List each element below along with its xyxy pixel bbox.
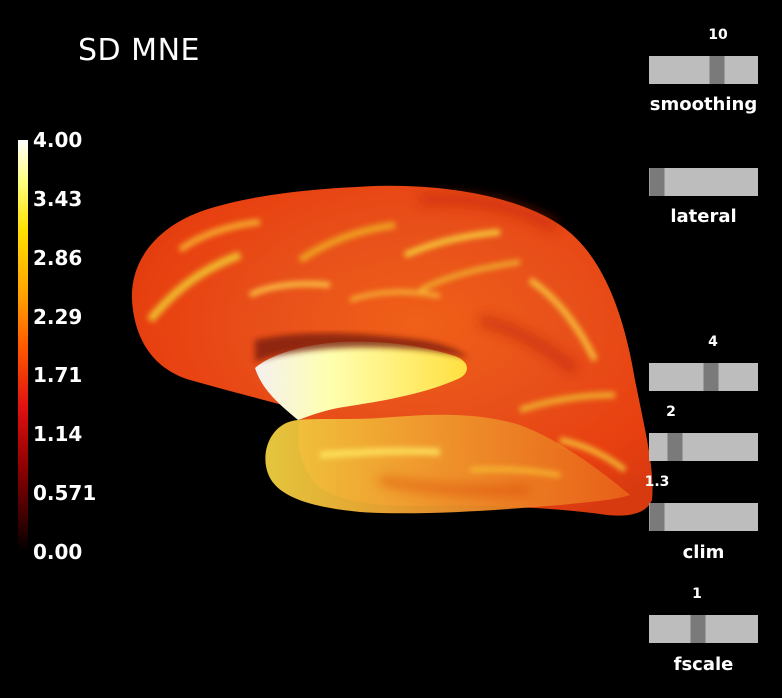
colorbar-tick-label: 3.43 [33, 186, 83, 211]
smoothing-label: smoothing [649, 94, 758, 115]
clim-mid-slider-handle[interactable] [667, 433, 683, 461]
smoothing-value: 10 [708, 27, 728, 43]
plot-title: SD MNE [78, 33, 200, 68]
colorbar-tick-label: 0.571 [33, 481, 97, 506]
colorbar-tick-label: 0.00 [33, 540, 83, 564]
colorbar-tick-label: 4.00 [33, 128, 83, 152]
colorbar-tick-label: 2.86 [33, 245, 83, 270]
fscale-label: fscale [673, 654, 734, 675]
clim-high-slider-handle[interactable] [703, 363, 719, 391]
lateral-slider-handle[interactable] [649, 168, 664, 196]
smoothing-slider-handle[interactable] [709, 56, 725, 84]
clim-label: clim [682, 542, 725, 563]
clim-low-value: 1.3 [644, 474, 670, 490]
insula [255, 341, 467, 420]
clim-mid-value: 2 [666, 404, 676, 420]
clim-high-slider-track[interactable] [649, 363, 758, 391]
colorbar-tick-label: 1.14 [33, 422, 83, 447]
clim-high-value: 4 [708, 334, 718, 350]
fscale-slider-track[interactable] [649, 615, 758, 643]
fscale-slider-handle[interactable] [690, 615, 706, 643]
fscale-value: 1 [692, 586, 702, 602]
colorbar-tick-label: 2.29 [33, 304, 83, 329]
clim-low-slider-track[interactable] [649, 503, 758, 531]
clim-low-slider-handle[interactable] [649, 503, 664, 531]
clim-mid-slider-track[interactable] [649, 433, 758, 461]
colorbar-tick-label: 1.71 [33, 363, 83, 388]
lateral-label: lateral [670, 206, 737, 227]
colorbar [18, 140, 28, 552]
smoothing-slider-track[interactable] [649, 56, 758, 84]
lateral-slider-track[interactable] [649, 168, 758, 196]
temporal-lobe [265, 414, 630, 514]
